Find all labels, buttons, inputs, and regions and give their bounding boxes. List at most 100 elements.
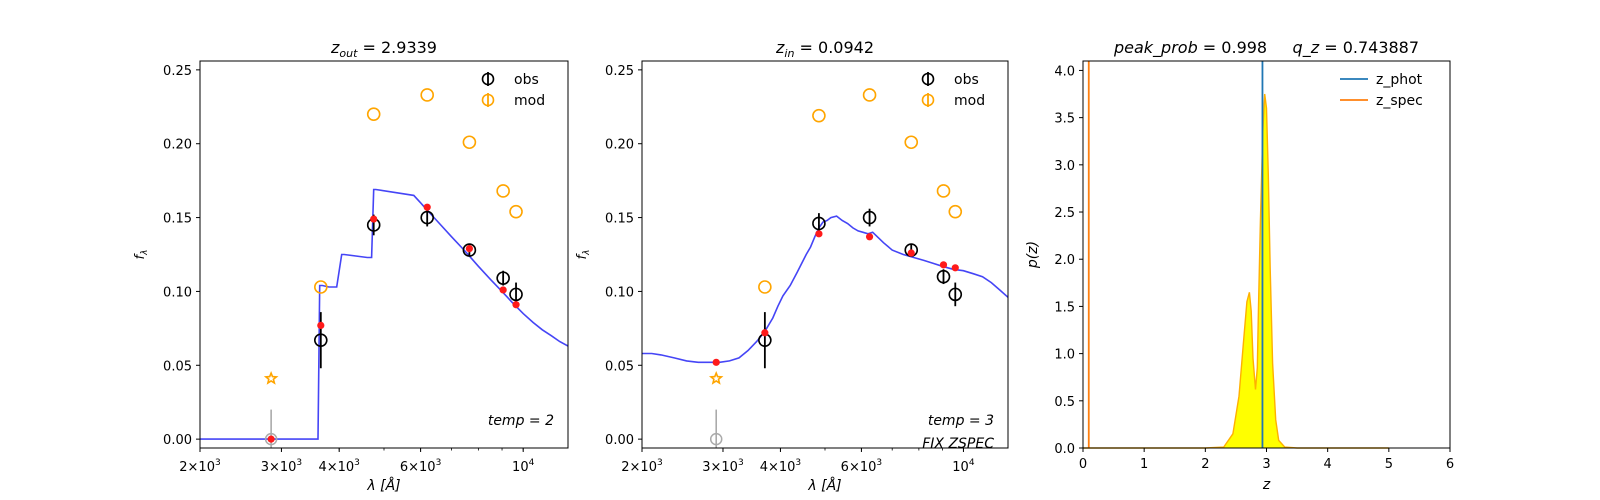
mod-point xyxy=(936,184,951,198)
x-tick-exp: 3 xyxy=(436,458,442,468)
pdf-fill xyxy=(1083,94,1389,448)
title-gap xyxy=(1267,38,1292,57)
x-axis-label: λ [Å] xyxy=(366,477,400,494)
sed-panel-2: 0.000.050.100.150.200.252×103 3×103 4×103 6… xyxy=(575,38,1009,494)
y-tick-label: 0.00 xyxy=(605,433,634,448)
x-tick-exp: 3 xyxy=(738,458,744,468)
y-axis-label-main: f xyxy=(575,252,590,259)
legend-mod-marker xyxy=(921,93,935,107)
x-tick-label: 1 xyxy=(1140,457,1148,472)
title-sub: out xyxy=(339,47,358,60)
model-phot-point xyxy=(317,321,325,330)
y-tick-label: 0.0 xyxy=(1054,442,1075,457)
x-tick-label: 0 xyxy=(1079,457,1087,472)
obs-point xyxy=(862,210,877,225)
x-tick-base: 3×10 xyxy=(702,460,738,475)
mod-point xyxy=(462,135,477,150)
mod-point xyxy=(758,280,772,294)
model-phot-point xyxy=(815,230,823,238)
model-phot-point xyxy=(267,435,275,443)
title-qz-var: q_z xyxy=(1293,38,1320,58)
plot-area xyxy=(200,88,568,448)
y-tick-label: 1.5 xyxy=(1054,300,1075,315)
legend-obs-label: obs xyxy=(954,72,979,88)
mod-point xyxy=(812,108,826,123)
x-tick-label: 2×103 xyxy=(621,458,662,475)
y-axis-label-sub: λ xyxy=(582,250,592,256)
model-phot-point xyxy=(951,264,959,272)
annotation-text: temp = 2 xyxy=(488,413,554,429)
model-phot-point xyxy=(512,301,520,309)
x-tick-label: 6×103 xyxy=(400,458,441,475)
x-tick-base: 3×10 xyxy=(261,460,297,475)
title-qz-value: = 0.743887 xyxy=(1319,38,1419,57)
y-tick-label: 0.20 xyxy=(163,138,192,153)
x-tick-label: 104 xyxy=(952,458,975,475)
mod-point xyxy=(509,204,523,219)
obs-point xyxy=(462,243,477,257)
x-tick-label: 6 xyxy=(1446,457,1454,472)
model-sed-line xyxy=(200,188,568,440)
x-tick-base: 6×10 xyxy=(841,460,877,475)
x-tick-base: 10 xyxy=(952,460,969,475)
y-tick-label: 0.10 xyxy=(605,285,634,300)
y-axis-label-main: f xyxy=(133,252,148,259)
x-tick-exp: 3 xyxy=(876,458,882,468)
obs-point xyxy=(812,216,826,231)
x-axis-label: z xyxy=(1262,477,1271,493)
x-tick-base: 10 xyxy=(512,460,529,475)
obs-point xyxy=(496,271,510,285)
upper-limit-mod-star xyxy=(263,370,279,385)
x-tick-exp: 3 xyxy=(795,458,801,468)
obs-point xyxy=(314,333,328,347)
mod-point xyxy=(366,107,381,121)
y-tick-label: 0.15 xyxy=(163,212,192,227)
title-peak-prob-var: peak_prob xyxy=(1113,38,1198,58)
x-tick-base: 2×10 xyxy=(621,460,657,475)
model-phot-point xyxy=(499,286,507,294)
x-tick-exp: 3 xyxy=(215,458,221,468)
y-tick-label: 0.20 xyxy=(605,138,634,153)
y-axis-label: fλ xyxy=(133,250,150,260)
y-tick-label: 1.0 xyxy=(1054,348,1075,363)
x-tick-label: 5 xyxy=(1385,457,1393,472)
x-axis-label: λ [Å] xyxy=(807,477,841,494)
mod-point xyxy=(904,135,919,150)
mod-point xyxy=(496,184,510,198)
x-tick-label: 6×103 xyxy=(841,458,882,475)
x-tick-exp: 3 xyxy=(354,458,360,468)
y-tick-label: 0.00 xyxy=(163,433,192,448)
obs-point xyxy=(420,210,434,225)
y-tick-label: 0.15 xyxy=(605,212,634,227)
y-tick-label: 0.05 xyxy=(163,359,192,374)
legend-mod-label: mod xyxy=(514,93,545,109)
x-tick-exp: 4 xyxy=(969,458,975,468)
x-tick-base: 4×10 xyxy=(318,460,354,475)
legend-obs-marker xyxy=(481,72,495,86)
model-phot-point xyxy=(370,215,378,223)
title-value: = 0.0942 xyxy=(794,38,874,57)
plot-frame xyxy=(641,60,1009,449)
obs-point xyxy=(936,269,951,284)
upper-limit-mod-star xyxy=(708,370,724,385)
pdf-line xyxy=(1083,93,1389,449)
upper-limit-point xyxy=(264,432,278,446)
plot-frame xyxy=(199,60,569,449)
x-tick-base: 2×10 xyxy=(179,460,215,475)
y-tick-label: 0.25 xyxy=(163,64,192,79)
legend-obs-marker xyxy=(921,72,935,86)
x-tick-exp: 3 xyxy=(657,458,663,468)
x-tick-label: 3×103 xyxy=(261,458,302,475)
y-tick-label: 3.0 xyxy=(1054,159,1075,174)
y-tick-label: 2.5 xyxy=(1054,206,1075,221)
x-tick-label: 3 xyxy=(1262,457,1270,472)
mod-point xyxy=(314,280,328,294)
y-tick-label: 4.0 xyxy=(1054,64,1075,79)
x-tick-label: 2 xyxy=(1201,457,1209,472)
sed-panel-1: 0.000.050.100.150.200.252×103 3×103 4×103 6… xyxy=(133,38,569,494)
title-sub: in xyxy=(784,47,794,60)
title-value: = 2.9339 xyxy=(357,38,437,57)
pz-panel: 0 1 2 3 4 5 6 0.0 0.5 1.0 1.5 2.0 2.5 3.0 3.5 4.0 peak_p… xyxy=(1025,38,1454,493)
annotation-text: FIX ZSPEC xyxy=(922,436,994,452)
